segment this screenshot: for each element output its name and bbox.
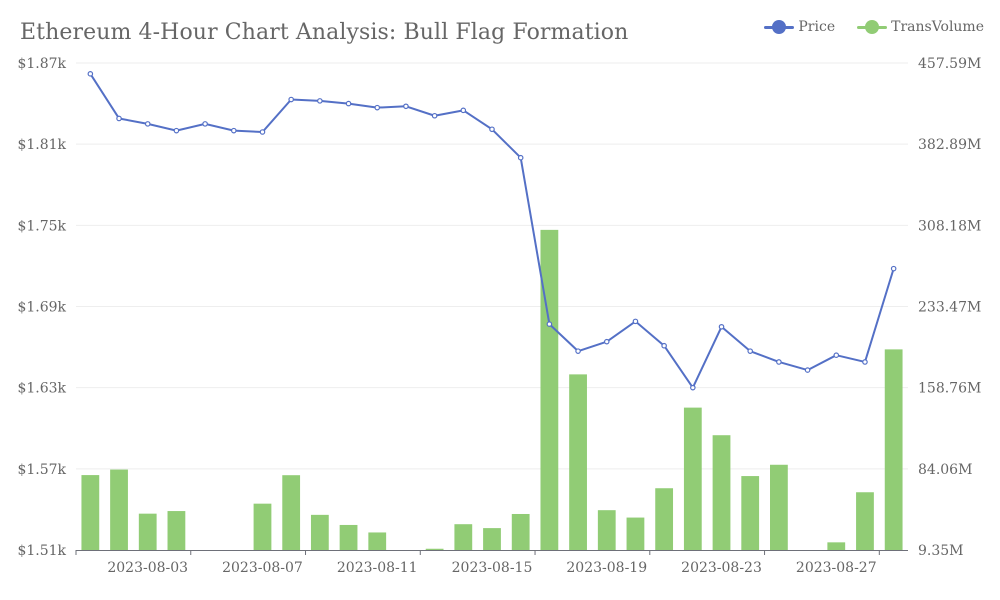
price-point [632, 318, 639, 325]
x-tick-label: 2023-08-03 [107, 560, 188, 576]
price-point [833, 352, 840, 359]
y-right-tick-label: 233.47M [918, 300, 981, 316]
volume-bar [712, 435, 731, 550]
price-point [489, 126, 495, 133]
price-point [890, 265, 897, 272]
legend-swatch-price [764, 20, 795, 34]
y-right-tick-label: 382.89M [918, 137, 981, 153]
y-right-tick-label: 9.35M [918, 543, 964, 559]
volume-bar [511, 513, 530, 550]
price-point [718, 323, 725, 330]
y-left-tick-label: $1.63k [17, 381, 66, 397]
volume-bar [540, 229, 559, 551]
volume-bar [683, 407, 702, 550]
volume-bar [81, 475, 100, 550]
x-tick-label: 2023-08-27 [796, 560, 877, 576]
legend: Price TransVolume [764, 19, 984, 35]
price-point [862, 359, 868, 365]
volume-bar [138, 513, 157, 550]
volume-bar [884, 349, 903, 550]
price-point [747, 348, 754, 354]
volume-bar [167, 511, 186, 550]
price-point [116, 115, 122, 122]
y-right-tick-label: 84.06M [918, 462, 972, 478]
y-left-tick-label: $1.87k [17, 56, 66, 72]
volume-bar [569, 374, 587, 550]
x-tick-label: 2023-08-23 [681, 560, 762, 576]
volume-bar [655, 488, 674, 550]
y-left-tick-label: $1.75k [17, 218, 66, 234]
volume-bar [454, 524, 473, 550]
axes: $1.51k 9.35M $1.57k 84.06M $1.63k 158.76M $1.6… [17, 56, 981, 576]
volume-bar [339, 524, 358, 550]
legend-swatch-transvolume [857, 20, 888, 34]
volume-bar [253, 503, 272, 550]
x-tick-label: 2023-08-19 [566, 560, 647, 576]
x-tick-label: 2023-08-15 [452, 560, 533, 576]
gridlines [76, 62, 908, 470]
price-point [661, 342, 667, 349]
volume-bar [425, 548, 444, 550]
legend-item-transvolume[interactable]: TransVolume [857, 19, 984, 35]
price-point [546, 321, 553, 327]
price-point [690, 384, 696, 391]
volume-bars [81, 229, 903, 551]
price-point [776, 359, 782, 365]
price-point [804, 367, 811, 373]
legend-label-price: Price [798, 19, 836, 35]
volume-bar [626, 517, 645, 550]
y-right-tick-label: 158.76M [918, 381, 981, 397]
price-point [431, 112, 438, 119]
y-left-tick-label: $1.81k [17, 137, 66, 153]
y-left-tick-label: $1.69k [17, 300, 66, 316]
volume-bar [110, 469, 128, 550]
legend-label-transvolume: TransVolume [891, 19, 984, 35]
price-point [230, 127, 237, 134]
price-line [87, 71, 897, 391]
x-tick-label: 2023-08-11 [337, 560, 418, 576]
volume-bar [827, 542, 846, 550]
volume-bar [770, 464, 788, 550]
price-point [173, 127, 180, 134]
legend-item-price[interactable]: Price [764, 19, 835, 35]
y-left-tick-label: $1.51k [17, 543, 66, 559]
price-point [345, 100, 352, 107]
price-point [374, 104, 381, 111]
volume-bar [368, 532, 387, 550]
price-series-line [89, 73, 895, 389]
y-right-tick-label: 308.18M [918, 218, 981, 234]
price-point [575, 348, 581, 354]
x-tick-label: 2023-08-07 [222, 560, 303, 576]
price-point [317, 98, 323, 104]
price-point [259, 129, 266, 135]
chart-title: Ethereum 4-Hour Chart Analysis: Bull Fla… [20, 20, 629, 45]
volume-bar [597, 510, 616, 550]
volume-bar [282, 475, 301, 550]
volume-bar [310, 514, 329, 550]
price-point [288, 96, 294, 103]
price-point [87, 71, 94, 77]
volume-bar [856, 492, 874, 550]
y-left-tick-label: $1.57k [17, 462, 66, 478]
price-point [603, 338, 610, 345]
price-point [403, 103, 409, 110]
price-point [144, 121, 151, 127]
volume-bar [483, 528, 501, 550]
y-right-tick-label: 457.59M [918, 56, 981, 72]
price-point [517, 154, 524, 161]
price-point [202, 121, 208, 127]
volume-bar [741, 476, 760, 550]
price-point [460, 107, 467, 114]
